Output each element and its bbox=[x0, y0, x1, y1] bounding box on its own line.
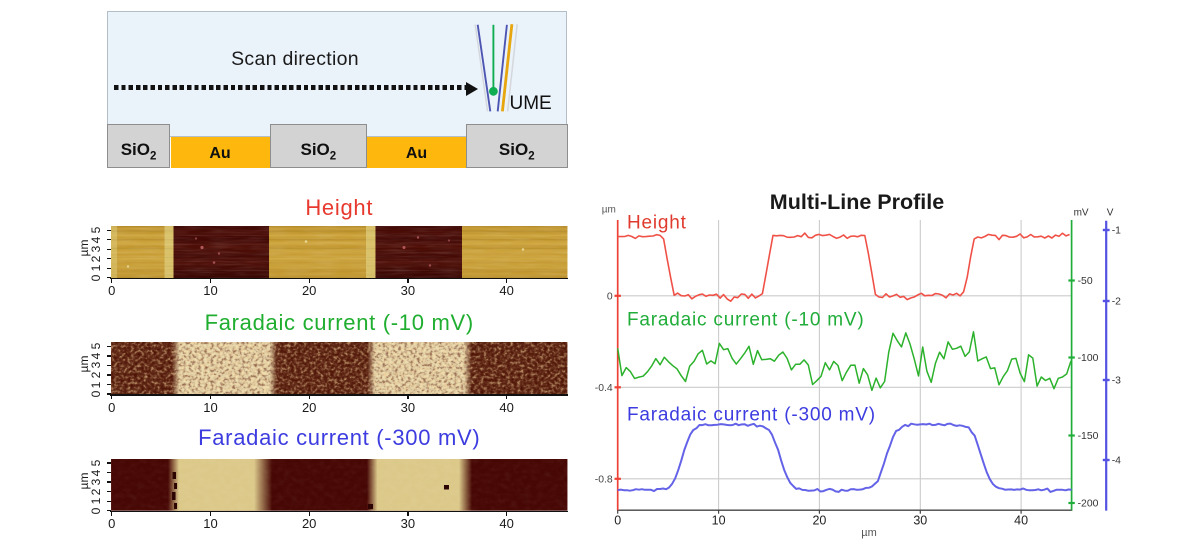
svg-text:Faradaic current (-10 mV): Faradaic current (-10 mV) bbox=[627, 310, 865, 331]
svg-text:-200: -200 bbox=[1078, 499, 1099, 510]
svg-text:-0.8: -0.8 bbox=[595, 474, 613, 485]
svg-text:mV: mV bbox=[1074, 208, 1089, 219]
svg-text:-0.4: -0.4 bbox=[595, 383, 613, 394]
svg-text:-3: -3 bbox=[1112, 376, 1121, 387]
svg-text:Multi-Line Profile: Multi-Line Profile bbox=[770, 190, 944, 214]
svg-text:Faradaic current (-300 mV): Faradaic current (-300 mV) bbox=[627, 404, 876, 425]
svg-text:-2: -2 bbox=[1112, 297, 1121, 308]
svg-text:0: 0 bbox=[614, 514, 621, 528]
svg-text:µm: µm bbox=[861, 527, 877, 539]
svg-text:µm: µm bbox=[602, 205, 616, 216]
svg-text:0: 0 bbox=[607, 291, 613, 302]
svg-text:Height: Height bbox=[627, 213, 687, 234]
svg-text:-4: -4 bbox=[1112, 456, 1121, 467]
svg-text:40: 40 bbox=[1014, 514, 1028, 528]
svg-text:-1: -1 bbox=[1112, 226, 1121, 237]
svg-text:-100: -100 bbox=[1078, 353, 1099, 364]
svg-text:-150: -150 bbox=[1078, 431, 1099, 442]
svg-text:20: 20 bbox=[812, 514, 826, 528]
svg-text:V: V bbox=[1107, 208, 1114, 219]
svg-text:10: 10 bbox=[712, 514, 726, 528]
svg-text:-50: -50 bbox=[1078, 276, 1093, 287]
svg-text:30: 30 bbox=[913, 514, 927, 528]
